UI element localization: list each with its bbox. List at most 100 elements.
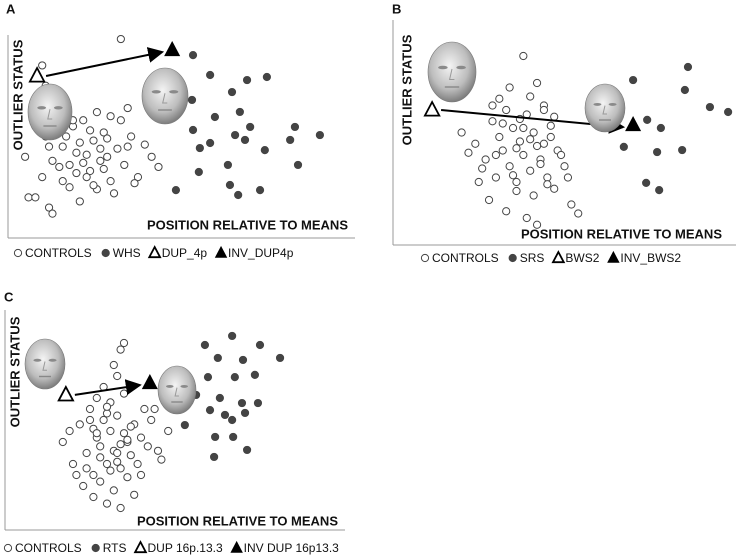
point xyxy=(150,404,159,414)
face-shape xyxy=(584,83,626,133)
point xyxy=(532,141,542,151)
point xyxy=(154,162,163,172)
point xyxy=(82,173,91,182)
face-eye xyxy=(180,384,189,388)
point xyxy=(68,459,78,469)
legend-label: SRS xyxy=(520,251,545,265)
point xyxy=(106,112,115,121)
point xyxy=(293,160,303,170)
point xyxy=(203,373,213,382)
point xyxy=(164,40,181,57)
point xyxy=(82,448,91,458)
point xyxy=(96,156,105,165)
point xyxy=(62,132,71,141)
point xyxy=(126,422,135,431)
point xyxy=(140,404,149,414)
point xyxy=(512,186,521,196)
point xyxy=(57,384,75,402)
legend-label: INV_BWS2 xyxy=(620,251,681,265)
point xyxy=(116,503,125,513)
point xyxy=(210,452,219,462)
point xyxy=(143,442,152,451)
y-axis-label: OUTLIER STATUS xyxy=(10,39,25,150)
point xyxy=(423,100,441,117)
point xyxy=(502,105,511,115)
point xyxy=(136,433,146,442)
point xyxy=(113,371,122,381)
point xyxy=(550,112,559,121)
point xyxy=(85,415,95,425)
point xyxy=(656,123,665,133)
legend-label: RTS xyxy=(103,541,127,555)
x-axis-label: POSITION RELATIVE TO MEANS xyxy=(521,226,722,241)
point xyxy=(48,209,57,218)
point xyxy=(85,126,95,135)
point xyxy=(99,415,108,425)
point xyxy=(240,135,250,145)
point xyxy=(28,66,46,83)
panel-label: C xyxy=(4,289,14,304)
point xyxy=(72,148,81,157)
point xyxy=(103,152,112,161)
point xyxy=(113,411,122,420)
point xyxy=(89,136,98,145)
point xyxy=(75,197,84,206)
point xyxy=(123,103,132,113)
point xyxy=(253,398,263,408)
legend-label: CONTROLS xyxy=(25,246,92,260)
point xyxy=(79,158,88,167)
point xyxy=(130,490,139,499)
point xyxy=(58,177,67,186)
face-nose xyxy=(162,93,168,104)
legend-label: BWS2 xyxy=(565,251,599,265)
point xyxy=(44,142,54,151)
legend-label: INV_DUP4p xyxy=(228,246,294,260)
y-axis-label: OUTLIER STATUS xyxy=(399,34,414,145)
point xyxy=(141,373,158,390)
point xyxy=(120,160,129,170)
point xyxy=(119,389,129,398)
point xyxy=(519,150,528,160)
point xyxy=(147,415,156,425)
point xyxy=(113,448,122,458)
point xyxy=(491,173,500,182)
face-nose xyxy=(448,68,455,80)
face-nose xyxy=(174,387,179,397)
point xyxy=(102,459,112,469)
point xyxy=(123,142,132,151)
point xyxy=(505,162,514,171)
point xyxy=(491,150,500,160)
point xyxy=(195,143,204,153)
point xyxy=(488,101,497,110)
face-image xyxy=(141,67,189,125)
point xyxy=(250,370,259,379)
point xyxy=(240,408,250,418)
point xyxy=(65,183,74,192)
point xyxy=(234,190,243,200)
point xyxy=(180,420,189,430)
face-nose xyxy=(602,105,607,115)
face-image xyxy=(24,338,66,390)
point xyxy=(508,123,518,133)
point xyxy=(543,173,552,182)
point xyxy=(99,164,108,174)
point xyxy=(55,162,64,172)
point xyxy=(188,50,198,60)
point xyxy=(255,340,265,350)
point xyxy=(495,132,504,142)
point xyxy=(153,446,163,455)
point xyxy=(505,83,514,92)
point xyxy=(210,112,220,122)
point xyxy=(678,145,687,155)
legend-marker xyxy=(147,245,162,259)
arrow xyxy=(74,379,142,396)
point xyxy=(543,180,552,189)
face-eye xyxy=(33,358,42,362)
point xyxy=(75,420,84,429)
point xyxy=(79,116,88,125)
legend-label: DUP_4p xyxy=(162,246,208,260)
point xyxy=(502,207,511,216)
point xyxy=(481,155,490,164)
point xyxy=(495,94,504,103)
point xyxy=(75,138,84,147)
